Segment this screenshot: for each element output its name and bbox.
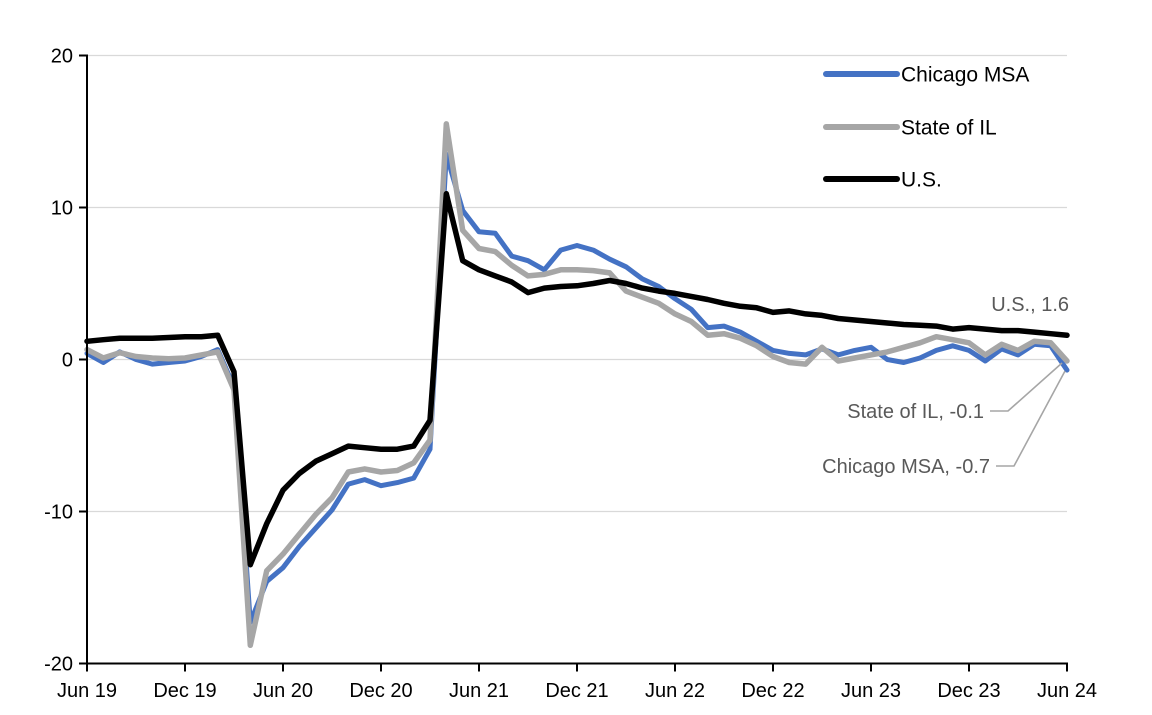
x-axis-label-dec-22: Dec 22: [741, 680, 804, 702]
gridlines: [87, 54, 1067, 513]
annotations: U.S., 1.6 State of IL, -0.1 Chicago MSA, -…: [822, 294, 1069, 478]
y-axis-label--10: -10: [44, 502, 73, 524]
annotation-chicago-msa: Chicago MSA, -0.7: [822, 456, 990, 478]
legend: Chicago MSA State of IL U.S.: [823, 64, 1029, 192]
y-axis-label-0: 0: [62, 350, 73, 372]
x-axis-label-jun-19: Jun 19: [57, 680, 117, 702]
y-axis-label--20: -20: [44, 654, 73, 676]
series-lines: [84, 121, 1070, 649]
axes: [79, 54, 1068, 672]
legend-label-u-s: U.S.: [901, 169, 942, 192]
series-line-state-of-il: [84, 121, 1070, 649]
x-axis-label-jun-21: Jun 21: [449, 680, 509, 702]
y-axis-label-10: 10: [51, 198, 73, 220]
x-axis-label-jun-24: Jun 24: [1037, 680, 1097, 702]
legend-label-chicago-msa: Chicago MSA: [901, 64, 1029, 87]
x-axis-label-jun-22: Jun 22: [645, 680, 705, 702]
annotation-state-of-il: State of IL, -0.1: [847, 401, 984, 423]
x-axis-label-jun-23: Jun 23: [841, 680, 901, 702]
axis-labels: 20 10 0 -10 -20 Jun 19 Dec 19 Jun 20 Dec 20 Jun 2…: [44, 46, 1097, 703]
x-axis-label-dec-19: Dec 19: [153, 680, 216, 702]
x-axis-label-jun-20: Jun 20: [253, 680, 313, 702]
x-axis-label-dec-23: Dec 23: [937, 680, 1000, 702]
y-axis-label-20: 20: [51, 46, 73, 68]
annotation-u-s: U.S., 1.6: [991, 294, 1069, 316]
annotation-leader-state-of-il: [990, 362, 1063, 412]
series-line-u-s: [84, 191, 1070, 568]
x-axis-label-dec-21: Dec 21: [545, 680, 608, 702]
x-axis-label-dec-20: Dec 20: [349, 680, 412, 702]
legend-label-state-of-il: State of IL: [901, 117, 997, 140]
annotation-leader-chicago-msa: [996, 370, 1066, 467]
